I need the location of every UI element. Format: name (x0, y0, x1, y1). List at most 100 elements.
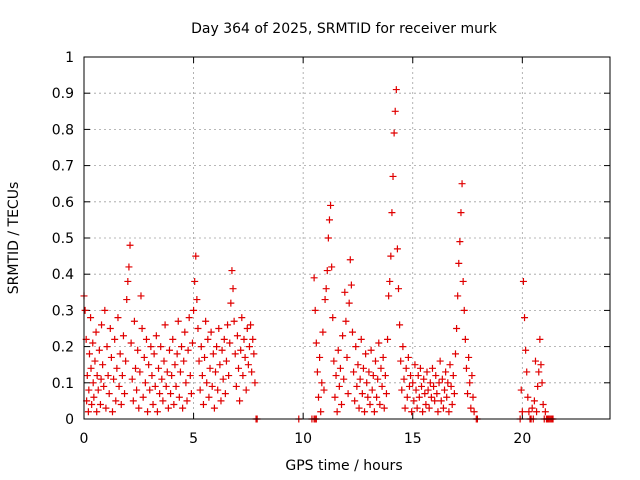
data-point (408, 408, 416, 416)
data-point (362, 350, 370, 358)
data-point (250, 350, 258, 358)
data-point (139, 393, 147, 401)
data-point (366, 401, 374, 409)
data-point (228, 267, 236, 275)
data-point (418, 382, 426, 390)
data-point (320, 386, 328, 394)
data-point (338, 401, 346, 409)
data-point (332, 372, 340, 380)
data-point (173, 350, 181, 358)
data-point (460, 306, 468, 314)
data-points (80, 86, 557, 423)
data-point (402, 364, 410, 372)
data-point (465, 353, 473, 361)
data-point (398, 386, 406, 394)
data-point (113, 364, 121, 372)
data-point (236, 397, 244, 405)
data-point (153, 408, 161, 416)
data-point (138, 325, 146, 332)
data-point (425, 404, 433, 412)
y-tick-label: 0.5 (52, 231, 74, 247)
y-tick-label: 0.7 (52, 159, 74, 175)
data-point (328, 263, 336, 271)
data-point (359, 364, 367, 372)
data-point (209, 350, 217, 358)
data-point (419, 408, 427, 416)
data-point (522, 346, 530, 354)
data-point (186, 372, 194, 380)
data-point (99, 361, 107, 369)
data-point (369, 372, 377, 380)
data-point (135, 404, 143, 412)
data-point (123, 296, 131, 304)
data-point (403, 393, 411, 401)
data-point (528, 404, 536, 412)
data-point (171, 361, 179, 369)
data-point (466, 379, 474, 387)
data-point (214, 386, 222, 394)
data-point (414, 372, 422, 380)
data-point (353, 382, 361, 390)
data-point (245, 343, 253, 351)
data-point (201, 353, 209, 361)
data-point (191, 277, 199, 285)
data-point (524, 393, 532, 401)
data-point (539, 401, 547, 409)
data-point (101, 306, 109, 314)
data-point (247, 321, 255, 329)
data-point (456, 238, 464, 246)
data-point (316, 353, 324, 361)
data-point (339, 332, 347, 340)
data-point (457, 209, 465, 217)
data-point (232, 382, 240, 390)
data-point (157, 343, 165, 351)
data-point (437, 397, 445, 405)
data-point (390, 129, 398, 137)
data-point (319, 328, 327, 336)
data-point (384, 335, 392, 343)
data-point (244, 361, 252, 369)
data-point (363, 379, 371, 387)
data-point (413, 404, 421, 412)
data-point (129, 397, 137, 405)
data-point (85, 386, 93, 394)
data-point (233, 332, 241, 340)
data-point (329, 314, 337, 322)
data-point (217, 397, 225, 405)
data-point (416, 364, 424, 372)
data-point (464, 390, 472, 398)
data-point (375, 339, 383, 347)
data-point (222, 357, 230, 365)
data-point (422, 401, 430, 409)
data-point (446, 361, 454, 369)
data-point (380, 404, 388, 412)
data-point (420, 375, 428, 383)
data-point (444, 379, 452, 387)
data-point (112, 397, 120, 405)
data-point (462, 364, 470, 372)
data-point (441, 386, 449, 394)
data-point (97, 375, 105, 383)
y-tick-label: 0.3 (52, 303, 74, 319)
data-point (81, 306, 89, 314)
data-point (451, 350, 459, 358)
data-point (182, 379, 190, 387)
data-point (340, 375, 348, 383)
data-point (354, 361, 362, 369)
data-point (428, 364, 436, 372)
data-point (374, 375, 382, 383)
data-point (397, 357, 405, 365)
data-point (155, 364, 163, 372)
x-tick-label: 10 (294, 431, 312, 447)
data-point (348, 328, 356, 336)
y-tick-label: 0.4 (52, 267, 74, 283)
data-point (333, 408, 341, 416)
data-point (95, 346, 103, 354)
data-point (364, 393, 372, 401)
data-point (215, 325, 223, 332)
data-point (436, 357, 444, 365)
data-point (149, 401, 157, 409)
data-point (156, 390, 164, 398)
data-point (170, 401, 178, 409)
